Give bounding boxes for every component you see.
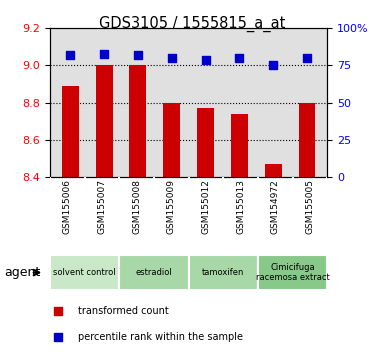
Bar: [231, 114, 248, 177]
Point: [101, 51, 107, 56]
Text: GSM155008: GSM155008: [132, 179, 141, 234]
Point: [135, 52, 141, 58]
Point: [55, 308, 62, 314]
Bar: [197, 108, 214, 177]
Bar: [96, 65, 112, 177]
Bar: [119, 255, 189, 290]
Point: [55, 334, 62, 340]
Bar: [258, 255, 327, 290]
Text: GSM155013: GSM155013: [236, 179, 245, 234]
Bar: [265, 164, 281, 177]
Text: percentile rank within the sample: percentile rank within the sample: [78, 332, 243, 342]
Bar: [50, 255, 119, 290]
Text: solvent control: solvent control: [54, 268, 116, 277]
Point: [203, 57, 209, 62]
Point: [169, 55, 175, 61]
Bar: [62, 86, 79, 177]
Text: agent: agent: [4, 266, 40, 279]
Point: [304, 55, 310, 61]
Bar: [163, 103, 180, 177]
Text: GSM155007: GSM155007: [97, 179, 107, 234]
Point: [236, 55, 243, 61]
Text: transformed count: transformed count: [78, 306, 169, 316]
Text: GSM155009: GSM155009: [167, 179, 176, 234]
Text: tamoxifen: tamoxifen: [202, 268, 244, 277]
Text: GSM155005: GSM155005: [305, 179, 315, 234]
Bar: [129, 65, 146, 177]
Text: GSM155006: GSM155006: [63, 179, 72, 234]
Text: GSM155012: GSM155012: [201, 179, 211, 234]
Point: [67, 52, 74, 58]
Text: GDS3105 / 1555815_a_at: GDS3105 / 1555815_a_at: [99, 16, 286, 32]
Bar: [189, 255, 258, 290]
Text: estradiol: estradiol: [136, 268, 172, 277]
Point: [270, 63, 276, 68]
Bar: [298, 103, 315, 177]
Text: Cimicifuga
racemosa extract: Cimicifuga racemosa extract: [256, 263, 330, 282]
Text: GSM154972: GSM154972: [271, 179, 280, 234]
